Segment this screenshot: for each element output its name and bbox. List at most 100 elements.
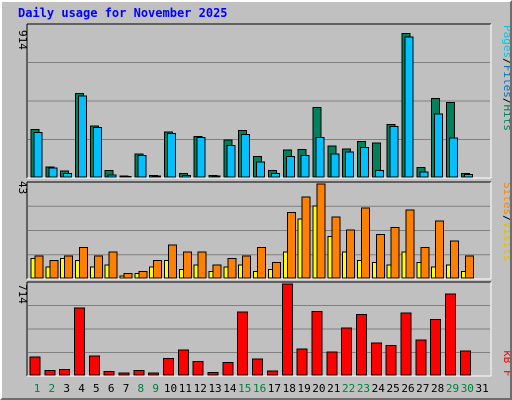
kbytes-panel: 714 kB F [16, 281, 510, 377]
day-label: 25 [387, 382, 400, 395]
legend-sep-3: / [501, 215, 510, 222]
sites-bar [34, 255, 44, 279]
day-label: 12 [194, 382, 207, 395]
sites-bar [316, 183, 326, 279]
files-bar [270, 173, 280, 178]
legend-sites: Sites [501, 182, 510, 215]
kbytes-legend: kB F [501, 350, 510, 377]
kbytes-bar [177, 349, 189, 376]
kbytes-bar [222, 362, 234, 376]
kbytes-bar [341, 327, 353, 376]
sites-bar [49, 260, 59, 279]
day-label: 6 [108, 382, 115, 395]
day-label: 21 [327, 382, 340, 395]
sites-bar [257, 246, 267, 279]
day-label: 16 [253, 382, 266, 395]
day-label: 22 [342, 382, 355, 395]
legend-sep-1: / [501, 58, 510, 65]
day-label: 27 [416, 382, 429, 395]
sites-bar [138, 270, 148, 279]
files-bar [92, 126, 102, 178]
files-bar [122, 175, 132, 178]
day-labels: 1 2 3 4 5 6 7 8 9 10 11 12 13 14 15 16 17 18 19 20 21 22 23 24 2… [34, 382, 489, 395]
kbytes-bar [355, 313, 367, 376]
sites-bar [271, 262, 281, 279]
day-label: 17 [268, 382, 281, 395]
sites-bar [420, 246, 430, 279]
kbytes-bar [103, 371, 115, 376]
sites-bar [64, 255, 74, 279]
kbytes-bar [311, 310, 323, 376]
day-label: 18 [283, 382, 296, 395]
sites-bar [301, 196, 311, 279]
sites-bar [182, 251, 192, 279]
sites-bar [286, 211, 296, 279]
kbytes-bar [296, 348, 308, 376]
day-label: 29 [446, 382, 459, 395]
files-bar [152, 175, 162, 178]
sites-bar [153, 260, 163, 279]
kbytes-bar [88, 355, 100, 376]
files-bar [78, 95, 88, 178]
files-bar [419, 171, 429, 178]
sites-bar [375, 233, 385, 279]
day-label: 10 [164, 382, 177, 395]
files-bar [167, 133, 177, 178]
kbytes-bar [118, 372, 130, 376]
files-bar [285, 155, 295, 178]
files-bar [300, 155, 310, 178]
kbytes-bar [44, 369, 56, 376]
files-bar [196, 136, 206, 178]
files-bar [448, 137, 458, 178]
visits-axis-max-label: 43 [16, 181, 29, 194]
sites-bar [168, 244, 178, 279]
day-label: 7 [123, 382, 130, 395]
kbytes-bar [415, 339, 427, 376]
kbytes-bar [163, 358, 175, 376]
chart-title: Daily usage for November 2025 [18, 6, 228, 20]
kbytes-bar [370, 342, 382, 376]
files-bar [48, 167, 58, 178]
sites-bar [360, 207, 370, 279]
sites-bar [449, 240, 459, 279]
day-label: 19 [297, 382, 310, 395]
kbytes-bar [237, 311, 249, 376]
legend-files: Files [501, 65, 510, 98]
bars-layer [29, 33, 474, 376]
sites-bar [212, 264, 222, 279]
kbytes-bar [266, 370, 278, 376]
day-label: 24 [372, 382, 386, 395]
files-bar [359, 146, 369, 178]
hits-axis-max-label: 914 [16, 30, 29, 50]
kbytes-bar [29, 356, 41, 376]
files-bar [389, 126, 399, 178]
day-label: 2 [49, 382, 56, 395]
day-label: 5 [93, 382, 100, 395]
sites-bar [93, 255, 103, 279]
files-bar [181, 174, 191, 178]
sites-bar [331, 216, 341, 279]
sites-bar [464, 255, 474, 279]
kbytes-bar [59, 369, 71, 376]
sites-bar [405, 209, 415, 279]
kbytes-bar [252, 358, 264, 376]
files-bar [137, 155, 147, 178]
sites-bar [79, 246, 89, 279]
hits-files-legend: Pages/Files/Hits [501, 25, 510, 131]
legend-visits: Visits [501, 222, 510, 262]
kbytes-bar [281, 283, 293, 376]
day-label: 26 [401, 382, 414, 395]
day-label: 9 [152, 382, 159, 395]
legend-pages: Pages [501, 25, 510, 58]
hits-files-panel: 914 Pages/Files/Hits [16, 23, 510, 179]
visits-sites-legend: Sites/Visits [501, 182, 510, 262]
sites-bar [390, 227, 400, 279]
day-label: 30 [461, 382, 474, 395]
day-label: 23 [357, 382, 370, 395]
files-bar [33, 132, 43, 178]
kbytes-bar [192, 361, 204, 376]
files-bar [374, 169, 384, 178]
files-bar [241, 133, 251, 178]
